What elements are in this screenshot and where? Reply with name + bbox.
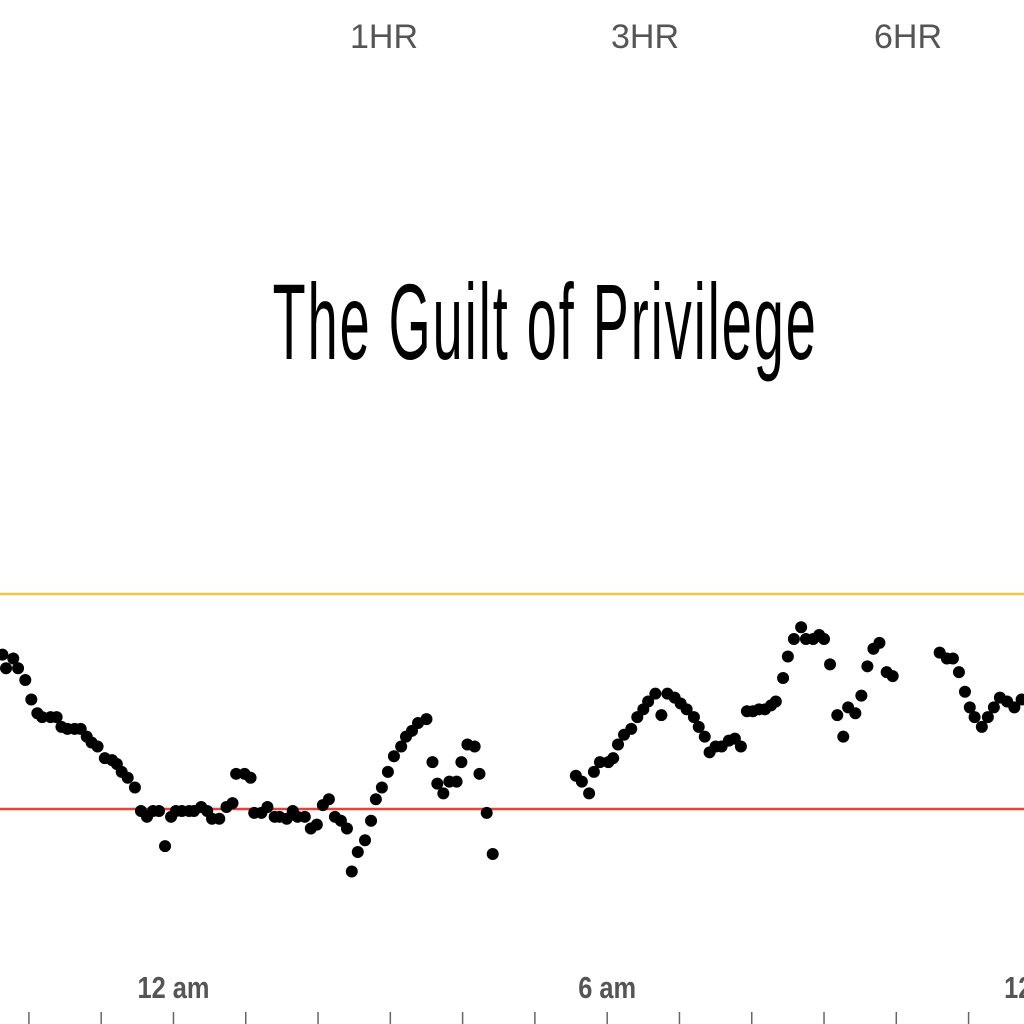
data-point xyxy=(698,730,711,743)
page-title: The Guilt of Privilege xyxy=(272,261,818,382)
data-point xyxy=(625,722,638,735)
title-container: The Guilt of Privilege xyxy=(0,262,1024,382)
data-point xyxy=(655,709,668,722)
data-point xyxy=(298,810,311,823)
x-tick-label: 12 am xyxy=(137,971,209,1006)
data-point xyxy=(0,648,9,661)
data-point xyxy=(607,752,620,765)
data-point xyxy=(975,720,988,733)
data-point xyxy=(963,701,976,714)
data-point xyxy=(455,756,468,769)
data-point xyxy=(121,771,134,784)
data-point xyxy=(387,750,400,763)
data-point xyxy=(849,707,862,720)
data-point xyxy=(468,740,481,753)
data-point xyxy=(351,846,364,858)
data-point xyxy=(837,730,850,743)
data-point xyxy=(0,662,13,675)
data-point xyxy=(593,756,606,769)
data-point xyxy=(340,822,353,835)
x-tick-label: 12 pm xyxy=(1004,971,1024,1006)
data-point xyxy=(213,812,226,825)
data-point xyxy=(968,711,981,724)
data-point xyxy=(587,765,600,778)
range-tab-3hr[interactable]: 3HR xyxy=(610,18,680,56)
data-point xyxy=(831,709,844,722)
data-point xyxy=(824,658,837,671)
data-point xyxy=(91,740,104,753)
data-point xyxy=(795,621,808,634)
data-point xyxy=(7,652,20,665)
data-point xyxy=(230,767,243,780)
data-point xyxy=(310,818,323,831)
data-point xyxy=(777,672,790,685)
data-point xyxy=(480,806,493,819)
data-point xyxy=(359,834,372,847)
data-point xyxy=(818,632,831,645)
data-point xyxy=(365,814,378,827)
data-point xyxy=(395,740,408,753)
x-tick-label: 6 am xyxy=(578,971,636,1006)
range-tab-1hr[interactable]: 1HR xyxy=(349,18,419,56)
data-point xyxy=(345,865,358,878)
data-points xyxy=(0,621,1024,878)
data-point xyxy=(437,787,450,800)
data-point xyxy=(687,711,700,724)
data-point xyxy=(642,695,655,708)
data-point xyxy=(473,767,486,780)
data-point xyxy=(426,756,439,769)
range-tab-6hr[interactable]: 6HR xyxy=(873,18,943,56)
data-point xyxy=(375,781,388,794)
data-point xyxy=(450,775,463,788)
data-point xyxy=(769,695,782,708)
data-point xyxy=(958,685,971,698)
data-point xyxy=(692,720,705,733)
data-point xyxy=(575,775,588,788)
data-point xyxy=(159,840,172,853)
data-point xyxy=(873,636,886,649)
data-point xyxy=(420,713,433,726)
data-point xyxy=(128,781,141,794)
data-point xyxy=(153,804,166,817)
data-point xyxy=(952,666,965,679)
data-point xyxy=(612,738,625,751)
data-point xyxy=(226,797,239,810)
data-point xyxy=(649,687,662,700)
data-point xyxy=(861,660,874,673)
x-axis-labels: 12 am 6 am 12 pm xyxy=(137,971,1024,1006)
data-point xyxy=(36,711,49,724)
x-axis-ticks xyxy=(28,1012,970,1024)
data-point xyxy=(787,632,800,645)
data-point xyxy=(1015,693,1024,706)
data-point xyxy=(1008,701,1021,714)
data-point xyxy=(946,652,959,665)
data-point xyxy=(981,711,994,724)
data-point xyxy=(244,771,257,784)
data-point xyxy=(19,674,32,686)
data-point xyxy=(12,662,25,675)
data-point xyxy=(25,693,38,706)
data-point xyxy=(781,650,794,663)
data-point xyxy=(855,689,868,702)
data-point xyxy=(886,670,899,683)
data-point xyxy=(987,701,1000,714)
data-point xyxy=(369,793,382,806)
data-point xyxy=(486,847,499,860)
data-point xyxy=(381,765,394,778)
data-point xyxy=(261,801,274,814)
data-point xyxy=(431,777,444,790)
data-point xyxy=(680,703,693,716)
data-point xyxy=(583,787,596,800)
data-point xyxy=(322,793,335,806)
data-point xyxy=(50,711,63,724)
data-point xyxy=(734,740,747,753)
